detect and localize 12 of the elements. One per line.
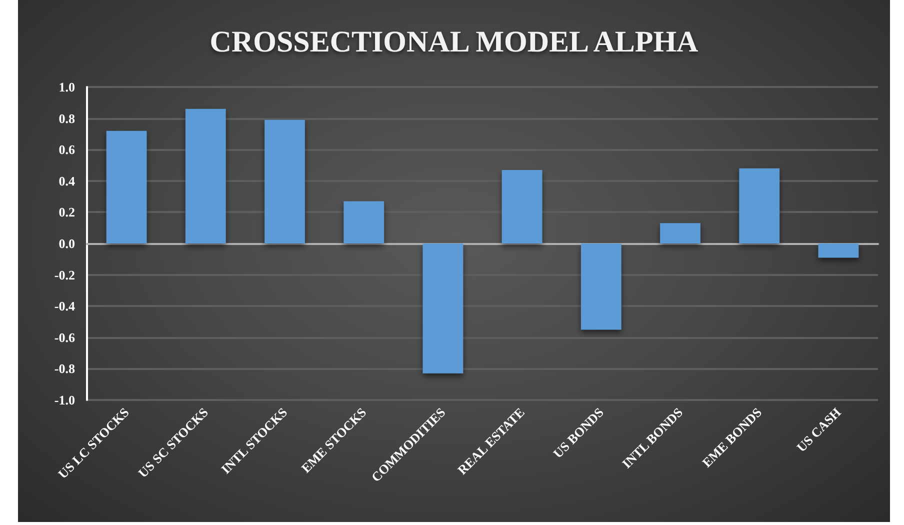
y-tick-label: 1.0 (58, 80, 75, 94)
y-tick-label: -0.4 (54, 298, 76, 314)
y-tick-label: 0.8 (58, 110, 76, 126)
y-tick-label: -0.2 (54, 267, 75, 282)
y-tick-label: -0.6 (54, 330, 76, 345)
y-tick-label: 0.2 (58, 204, 75, 220)
chart-title: CROSSECTIONAL MODEL ALPHA (210, 26, 699, 58)
y-tick-label: 0.0 (58, 236, 75, 251)
y-tick-label: -1.0 (54, 392, 75, 408)
y-tick-label: -0.8 (54, 361, 76, 376)
y-tick-label: 0.4 (58, 173, 76, 188)
y-tick-label: 0.6 (58, 142, 76, 158)
